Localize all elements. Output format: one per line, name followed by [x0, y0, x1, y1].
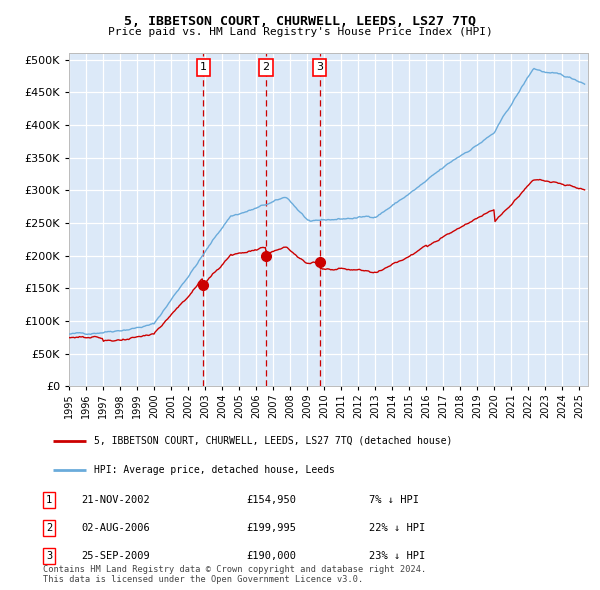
Text: £190,000: £190,000 [246, 551, 296, 560]
Text: £154,950: £154,950 [246, 496, 296, 505]
Text: 2: 2 [262, 63, 269, 73]
Text: This data is licensed under the Open Government Licence v3.0.: This data is licensed under the Open Gov… [43, 575, 364, 584]
Text: 5, IBBETSON COURT, CHURWELL, LEEDS, LS27 7TQ: 5, IBBETSON COURT, CHURWELL, LEEDS, LS27… [124, 15, 476, 28]
Text: 22% ↓ HPI: 22% ↓ HPI [369, 523, 425, 533]
Text: Contains HM Land Registry data © Crown copyright and database right 2024.: Contains HM Land Registry data © Crown c… [43, 565, 427, 574]
Text: 25-SEP-2009: 25-SEP-2009 [81, 551, 150, 560]
Text: 3: 3 [316, 63, 323, 73]
Text: HPI: Average price, detached house, Leeds: HPI: Average price, detached house, Leed… [94, 465, 335, 475]
Text: Price paid vs. HM Land Registry's House Price Index (HPI): Price paid vs. HM Land Registry's House … [107, 27, 493, 37]
Text: 21-NOV-2002: 21-NOV-2002 [81, 496, 150, 505]
Text: 7% ↓ HPI: 7% ↓ HPI [369, 496, 419, 505]
Text: 23% ↓ HPI: 23% ↓ HPI [369, 551, 425, 560]
Text: £199,995: £199,995 [246, 523, 296, 533]
Text: 3: 3 [46, 551, 52, 560]
Text: 1: 1 [200, 63, 207, 73]
Text: 5, IBBETSON COURT, CHURWELL, LEEDS, LS27 7TQ (detached house): 5, IBBETSON COURT, CHURWELL, LEEDS, LS27… [94, 436, 452, 446]
Text: 02-AUG-2006: 02-AUG-2006 [81, 523, 150, 533]
Text: 2: 2 [46, 523, 52, 533]
Text: 1: 1 [46, 496, 52, 505]
